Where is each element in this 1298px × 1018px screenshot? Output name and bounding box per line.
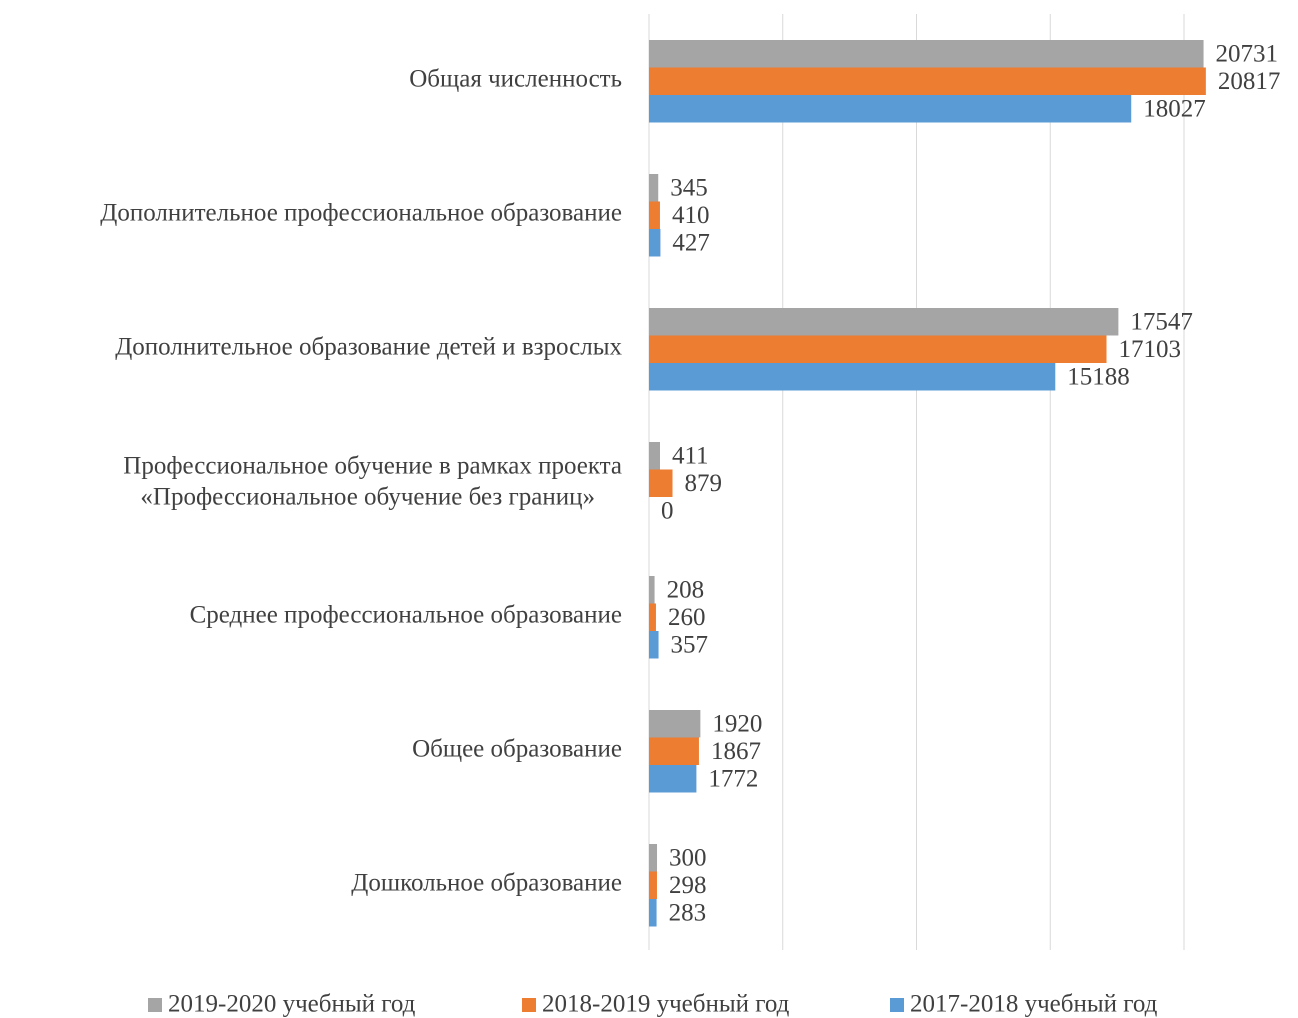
bar [649, 40, 1204, 68]
legend-swatch [148, 998, 162, 1012]
bar [649, 710, 701, 738]
category-label: Дополнительное образование детей и взрос… [115, 334, 622, 361]
data-label: 1867 [711, 738, 761, 765]
data-label: 283 [669, 899, 707, 926]
bar [649, 469, 673, 497]
bar [649, 363, 1056, 391]
data-label: 20817 [1218, 68, 1281, 95]
bar [649, 442, 660, 470]
legend-swatch [522, 998, 536, 1012]
data-label: 410 [672, 202, 710, 229]
bar [649, 576, 655, 604]
category-label: Общая численность [409, 66, 622, 93]
data-label: 1920 [712, 710, 762, 737]
data-label: 300 [669, 844, 707, 871]
bar [649, 95, 1132, 123]
bar [649, 631, 659, 659]
data-label: 208 [667, 576, 705, 603]
legend-label: 2019-2020 учебный год [168, 991, 416, 1018]
category-label: Дошкольное образование [351, 870, 622, 897]
bar [649, 737, 699, 765]
category-label: Дополнительное профессиональное образова… [100, 200, 622, 227]
data-label: 0 [661, 497, 674, 524]
data-label: 260 [668, 604, 706, 631]
bar [649, 67, 1206, 95]
data-label: 17547 [1130, 308, 1193, 335]
bar [649, 871, 657, 899]
bar [649, 899, 657, 927]
legend-label: 2018-2019 учебный год [542, 991, 790, 1018]
data-label: 879 [685, 470, 723, 497]
category-label: Общее образование [412, 736, 622, 763]
data-label: 345 [670, 174, 708, 201]
data-label: 427 [672, 229, 710, 256]
bar [649, 765, 697, 793]
bar [649, 174, 659, 202]
category-label: Профессиональное обучение в рамках проек… [123, 452, 622, 510]
bar [649, 335, 1107, 363]
legend-label: 2017-2018 учебный год [910, 991, 1158, 1018]
bar [649, 201, 660, 229]
data-label: 357 [671, 631, 709, 658]
legend-swatch [890, 998, 904, 1012]
bar [649, 229, 661, 257]
category-label: Среднее профессиональное образование [190, 602, 622, 629]
data-label: 411 [672, 442, 709, 469]
bar [649, 844, 658, 872]
data-label: 298 [669, 872, 707, 899]
bar [649, 603, 656, 631]
bar [649, 308, 1119, 336]
data-label: 1772 [708, 765, 758, 792]
data-label: 17103 [1119, 336, 1182, 363]
data-label: 15188 [1067, 363, 1130, 390]
data-label: 18027 [1143, 95, 1206, 122]
data-label: 20731 [1216, 40, 1279, 67]
